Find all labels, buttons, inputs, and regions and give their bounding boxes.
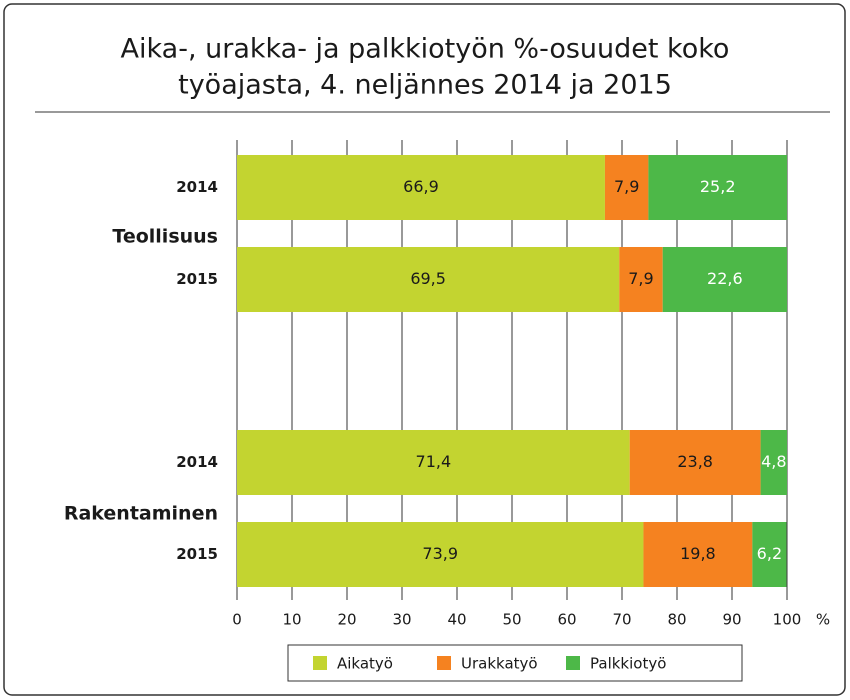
x-tick-label: 0 <box>232 611 242 629</box>
data-label: 73,9 <box>422 544 458 563</box>
y-tick-label: 2015 <box>176 545 218 563</box>
bar-segment <box>237 247 620 312</box>
data-label: 66,9 <box>403 177 439 196</box>
bar-segment <box>619 247 663 312</box>
bar-segment <box>760 430 787 495</box>
chart-title: työajasta, 4. neljännes 2014 ja 2015 <box>178 70 672 101</box>
legend-label: Urakkatyö <box>461 655 538 673</box>
legend-swatch <box>437 656 451 670</box>
y-tick-label: 2014 <box>176 178 218 196</box>
bar-segment <box>237 430 630 495</box>
data-label: 22,6 <box>707 269 743 288</box>
data-label: 69,5 <box>410 269 446 288</box>
group-label: Teollisuus <box>112 226 218 248</box>
legend-box <box>287 644 743 682</box>
bar-segment <box>648 155 787 220</box>
bar-segment <box>643 522 753 587</box>
x-tick-label: 40 <box>447 611 466 629</box>
bar-segment <box>629 430 761 495</box>
x-tick-label: 80 <box>667 611 686 629</box>
group-label: Rakentaminen <box>64 503 218 525</box>
legend-swatch <box>566 656 580 670</box>
bar-segment <box>604 155 649 220</box>
y-tick-label: 2015 <box>176 270 218 288</box>
x-tick-label: 30 <box>392 611 411 629</box>
x-tick-label: 60 <box>557 611 576 629</box>
legend-label: Aikatyö <box>337 655 393 673</box>
data-label: 7,9 <box>628 269 653 288</box>
data-label: 7,9 <box>614 177 639 196</box>
frame <box>3 3 846 696</box>
data-label: 71,4 <box>416 452 452 471</box>
chart-title: Aika-, urakka- ja palkkiotyön %-osuudet … <box>121 34 730 65</box>
x-tick-label: 100 <box>773 611 802 629</box>
data-label: 19,8 <box>680 544 716 563</box>
bar-segment <box>752 522 787 587</box>
data-label: 6,2 <box>757 544 782 563</box>
y-tick-label: 2014 <box>176 453 218 471</box>
x-axis-label: % <box>816 611 830 629</box>
legend-swatch <box>313 656 327 670</box>
bar-segment <box>237 155 605 220</box>
bar-segment <box>237 522 644 587</box>
data-label: 25,2 <box>700 177 736 196</box>
legend-label: Palkkiotyö <box>590 655 666 673</box>
x-tick-label: 90 <box>722 611 741 629</box>
x-tick-label: 50 <box>502 611 521 629</box>
data-label: 4,8 <box>761 452 786 471</box>
x-tick-label: 20 <box>337 611 356 629</box>
x-tick-label: 70 <box>612 611 631 629</box>
bar-segment <box>662 247 787 312</box>
x-tick-label: 10 <box>282 611 301 629</box>
data-label: 23,8 <box>677 452 713 471</box>
